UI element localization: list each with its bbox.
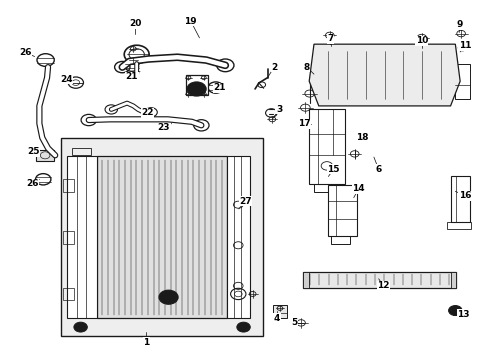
Text: 3: 3 — [275, 105, 282, 114]
Text: 17: 17 — [297, 119, 309, 128]
Text: 11: 11 — [458, 41, 470, 50]
Text: 8: 8 — [303, 63, 309, 72]
Bar — [328, 185, 356, 237]
Text: 25: 25 — [27, 147, 40, 156]
Bar — [185, 75, 207, 95]
Text: 19: 19 — [184, 17, 197, 26]
Text: 26: 26 — [19, 48, 31, 57]
Text: 6: 6 — [375, 165, 381, 174]
Circle shape — [159, 290, 178, 304]
Text: 21: 21 — [213, 83, 225, 92]
Circle shape — [330, 83, 344, 93]
Bar — [454, 64, 469, 99]
Bar — [63, 288, 74, 300]
Bar — [63, 179, 74, 192]
Text: 26: 26 — [26, 179, 39, 188]
Text: 15: 15 — [326, 165, 339, 174]
Text: 10: 10 — [415, 36, 427, 45]
Bar — [446, 222, 470, 229]
Circle shape — [447, 306, 461, 315]
Text: 24: 24 — [60, 75, 72, 84]
Circle shape — [186, 82, 206, 96]
Text: 12: 12 — [376, 282, 389, 290]
Text: 4: 4 — [273, 314, 280, 323]
Bar — [67, 156, 97, 318]
Bar — [449, 176, 469, 222]
Bar — [273, 305, 286, 318]
Text: 2: 2 — [270, 63, 277, 72]
Bar — [97, 156, 226, 318]
Bar — [226, 156, 249, 318]
Bar — [303, 272, 308, 288]
Text: 1: 1 — [143, 338, 149, 347]
Circle shape — [419, 57, 432, 67]
Bar — [63, 231, 74, 243]
Bar — [72, 148, 91, 155]
Bar — [303, 272, 455, 288]
Text: 9: 9 — [456, 20, 463, 29]
Text: 21: 21 — [125, 72, 138, 81]
Bar — [36, 150, 54, 161]
Circle shape — [74, 322, 87, 332]
Bar — [449, 272, 455, 288]
Text: 5: 5 — [291, 318, 297, 327]
Circle shape — [419, 83, 432, 93]
Text: 23: 23 — [158, 123, 170, 132]
Text: 20: 20 — [129, 19, 141, 28]
Text: 16: 16 — [458, 192, 470, 201]
Text: 14: 14 — [351, 184, 364, 193]
Bar — [308, 109, 345, 184]
Text: 27: 27 — [239, 197, 251, 206]
Text: 7: 7 — [327, 34, 333, 43]
Circle shape — [330, 57, 344, 67]
Circle shape — [236, 322, 250, 332]
Bar — [330, 237, 349, 244]
Circle shape — [378, 83, 392, 93]
Text: 13: 13 — [456, 310, 469, 319]
Polygon shape — [308, 44, 459, 106]
Text: 22: 22 — [141, 108, 154, 117]
Bar — [313, 184, 335, 192]
Bar — [61, 138, 262, 336]
Text: 18: 18 — [355, 133, 367, 142]
